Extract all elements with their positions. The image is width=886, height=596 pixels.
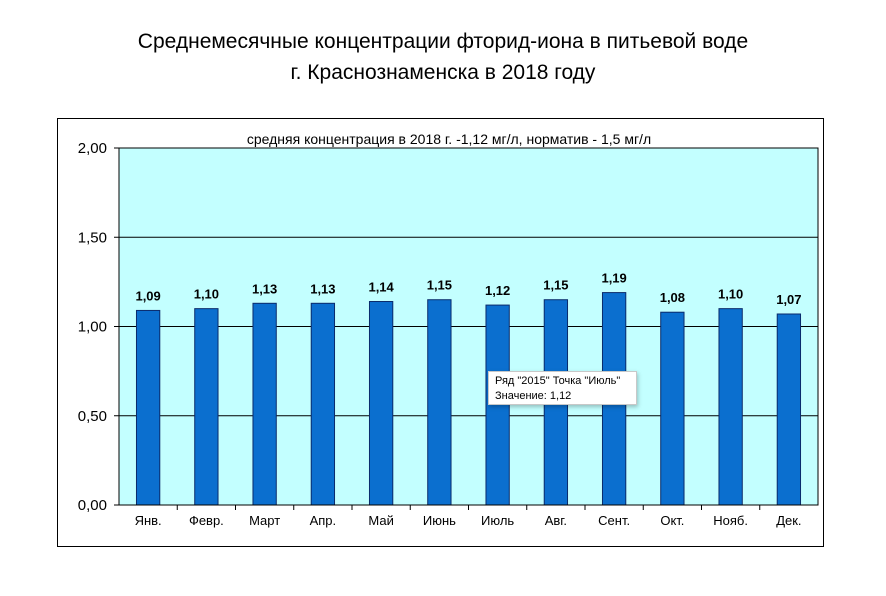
bar-tooltip: Ряд "2015" Точка "Июль" Значение: 1,12 [488,371,637,405]
data-label: 1,15 [427,278,452,293]
gridlines [119,147,818,417]
bar [135,309,161,506]
x-tick-label: Февр. [189,513,224,528]
data-label: 1,10 [718,287,743,302]
y-tick-label: 0,50 [78,408,107,425]
y-axis-ticks: 0,00 0,50 1,00 1,50 2,00 [78,140,119,514]
bar [485,304,510,506]
data-label: 1,10 [194,287,219,302]
bar [427,299,452,506]
bar [252,302,277,506]
x-tick-label: Март [249,513,280,528]
tooltip-series-point: Ряд "2015" Точка "Июль" [495,375,621,387]
y-tick-label: 2,00 [78,140,107,157]
bar [776,313,802,506]
chart-title-line-1: Среднемесячные концентрации фторид-иона … [137,30,749,53]
data-label: 1,07 [776,292,801,307]
x-tick-label: Дек. [776,513,801,528]
bar [310,302,336,506]
data-label: 1,12 [485,283,510,298]
data-label: 1,15 [543,278,568,293]
bar [660,311,685,506]
chart-subtitle: средняя концентрация в 2018 г. -1,12 мг/… [247,131,651,147]
data-label: 1,09 [135,288,160,303]
x-tick-label: Авг. [545,513,567,528]
data-label: 1,19 [601,271,626,286]
y-tick-label: 0,00 [78,497,107,514]
chart-title-line-2: г. Краснознаменска в 2018 году [290,61,596,84]
data-labels: 1,09 1,10 1,13 1,13 1,14 1,15 1,12 1,15 1,19 1,08… [135,271,801,307]
tooltip-value: Значение: 1,12 [495,390,572,402]
bar [194,308,219,506]
x-tick-label: Окт. [660,513,684,528]
data-label: 1,13 [252,281,277,296]
x-tick-label: Апр. [310,513,337,528]
x-axis-ticks: Янв. Февр. Март Апр. Май Июнь Июль Авг. Сент. Окт… [135,505,802,528]
data-label: 1,13 [310,281,335,296]
y-tick-label: 1,50 [78,229,107,246]
x-tick-label: Нояб. [713,513,748,528]
x-tick-label: Май [368,513,393,528]
x-tick-label: Янв. [135,513,162,528]
x-tick-label: Сент. [598,513,630,528]
x-tick-label: Июль [481,513,514,528]
bar [718,308,743,506]
bar [368,301,394,506]
x-tick-label: Июнь [423,513,456,528]
data-label: 1,08 [660,290,685,305]
y-tick-label: 1,00 [78,319,107,336]
data-label: 1,14 [368,280,394,295]
bars [135,292,802,506]
chart-title: Среднемесячные концентрации фторид-иона … [0,26,886,88]
